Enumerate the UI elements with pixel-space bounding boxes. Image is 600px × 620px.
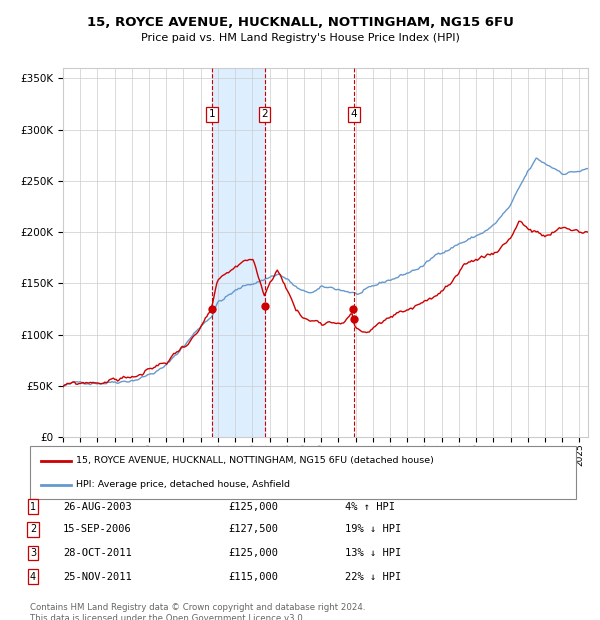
Text: £125,000: £125,000: [228, 548, 278, 558]
Text: Contains HM Land Registry data © Crown copyright and database right 2024.
This d: Contains HM Land Registry data © Crown c…: [30, 603, 365, 620]
Text: Price paid vs. HM Land Registry's House Price Index (HPI): Price paid vs. HM Land Registry's House …: [140, 33, 460, 43]
Text: 4: 4: [30, 572, 36, 582]
Text: 15-SEP-2006: 15-SEP-2006: [63, 525, 132, 534]
Text: 25-NOV-2011: 25-NOV-2011: [63, 572, 132, 582]
Text: £115,000: £115,000: [228, 572, 278, 582]
Text: 4% ↑ HPI: 4% ↑ HPI: [345, 502, 395, 512]
Text: £125,000: £125,000: [228, 502, 278, 512]
Bar: [212, 68, 265, 437]
Text: 15, ROYCE AVENUE, HUCKNALL, NOTTINGHAM, NG15 6FU (detached house): 15, ROYCE AVENUE, HUCKNALL, NOTTINGHAM, …: [76, 456, 434, 465]
Text: 4: 4: [350, 109, 357, 119]
Text: HPI: Average price, detached house, Ashfield: HPI: Average price, detached house, Ashf…: [76, 480, 290, 489]
Text: 26-AUG-2003: 26-AUG-2003: [63, 502, 132, 512]
Text: 2: 2: [261, 109, 268, 119]
Text: 15, ROYCE AVENUE, HUCKNALL, NOTTINGHAM, NG15 6FU: 15, ROYCE AVENUE, HUCKNALL, NOTTINGHAM, …: [86, 16, 514, 29]
Text: 2: 2: [30, 525, 36, 534]
FancyBboxPatch shape: [30, 446, 576, 499]
Text: £127,500: £127,500: [228, 525, 278, 534]
Text: 28-OCT-2011: 28-OCT-2011: [63, 548, 132, 558]
Text: 3: 3: [30, 548, 36, 558]
Text: 19% ↓ HPI: 19% ↓ HPI: [345, 525, 401, 534]
Text: 13% ↓ HPI: 13% ↓ HPI: [345, 548, 401, 558]
Text: 1: 1: [30, 502, 36, 512]
Text: 22% ↓ HPI: 22% ↓ HPI: [345, 572, 401, 582]
Text: 1: 1: [209, 109, 215, 119]
